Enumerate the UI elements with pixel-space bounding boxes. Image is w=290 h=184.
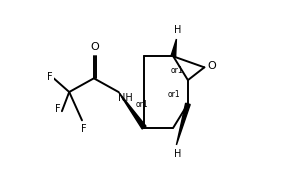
Text: F: F <box>55 104 61 114</box>
Text: F: F <box>47 72 53 82</box>
Text: or1: or1 <box>136 100 148 109</box>
Polygon shape <box>176 103 190 145</box>
Text: or1: or1 <box>168 90 180 99</box>
Text: NH: NH <box>118 93 133 103</box>
Polygon shape <box>119 92 146 129</box>
Text: F: F <box>81 124 87 134</box>
Text: H: H <box>174 25 181 35</box>
Text: H: H <box>174 149 181 159</box>
Polygon shape <box>171 39 176 57</box>
Text: O: O <box>208 61 216 71</box>
Text: or1: or1 <box>170 66 183 75</box>
Text: O: O <box>90 42 99 52</box>
